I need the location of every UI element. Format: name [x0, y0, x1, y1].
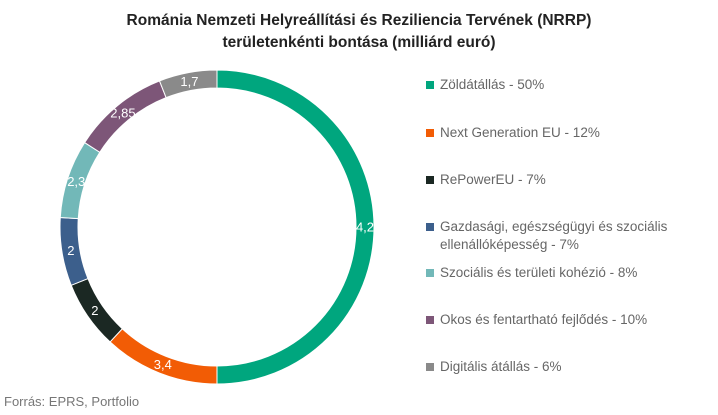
slice-value-label-3: 2 [91, 303, 98, 318]
source-note: Forrás: EPRS, Portfolio [4, 394, 140, 409]
legend-swatch [426, 223, 434, 231]
legend-label-line-1: Gazdasági, egészségügyi és szociális [440, 219, 668, 234]
legend-label-line-1: Next Generation EU - 12% [440, 125, 600, 140]
legend-item-6: Okos és fentartható fejlődés - 10% [426, 311, 716, 329]
legend-swatch [426, 81, 434, 89]
legend-label-line-1: Szociális és területi kohézió - 8% [440, 265, 638, 280]
legend-item-3: RePowerEU - 7% [426, 171, 716, 189]
slice-value-label-1: 14,25 [349, 220, 382, 235]
slice-value-label-2: 3,4 [154, 357, 172, 372]
slice-value-label-5: 2,3 [67, 174, 85, 189]
chart-title-line-2: területenkénti bontása (milliárd euró) [222, 34, 496, 51]
legend-label-line-2: ellenállóképesség - 7% [440, 237, 579, 252]
legend-item-2: Next Generation EU - 12% [426, 124, 716, 142]
legend-swatch [426, 316, 434, 324]
legend-swatch [426, 269, 434, 277]
legend-label-line-1: Digitális átállás - 6% [440, 359, 562, 374]
chart-title: Románia Nemzeti Helyreállítási és Rezili… [0, 10, 718, 54]
legend-item-7: Digitális átállás - 6% [426, 358, 716, 376]
legend-label-line-1: Zöldátállás - 50% [440, 77, 545, 92]
slice-value-label-7: 1,7 [180, 74, 198, 89]
legend-item-1: Zöldátállás - 50% [426, 76, 716, 94]
chart-title-line-1: Románia Nemzeti Helyreállítási és Rezili… [126, 12, 592, 29]
legend-swatch [426, 129, 434, 137]
legend-swatch [426, 363, 434, 371]
legend-label-line-1: Okos és fentartható fejlődés - 10% [440, 312, 648, 327]
legend-swatch [426, 176, 434, 184]
slice-value-label-4: 2 [67, 243, 74, 258]
legend-item-4: Gazdasági, egészségügyi és szociális elle… [426, 218, 716, 254]
legend-item-5: Szociális és területi kohézió - 8% [426, 264, 716, 282]
donut-slice-7 [158, 69, 218, 99]
slice-value-label-6: 2,85 [110, 105, 135, 120]
legend-label-line-1: RePowerEU - 7% [440, 172, 546, 187]
